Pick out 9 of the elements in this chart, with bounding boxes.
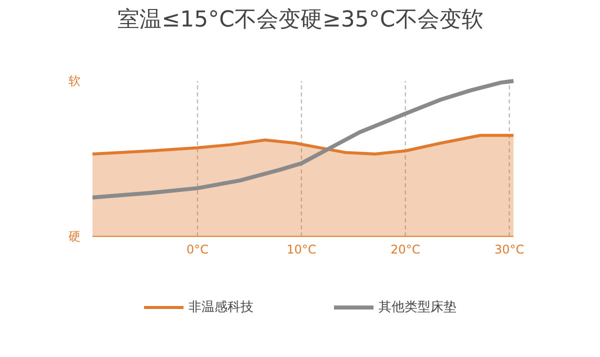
legend-label: 非温感科技 [188, 299, 254, 316]
legend-label: 其他类型床垫 [378, 299, 456, 316]
x-tick-label: 30°C [494, 242, 524, 256]
x-tick-label: 0°C [186, 242, 208, 256]
text: 硬 [68, 229, 80, 244]
chart-title: 室温≤15°C不会变硬≥35°C不会变软 [118, 8, 484, 32]
text: 软 [68, 74, 80, 88]
x-tick-label: 10°C [286, 242, 316, 256]
x-tick-label: 20°C [390, 242, 420, 256]
